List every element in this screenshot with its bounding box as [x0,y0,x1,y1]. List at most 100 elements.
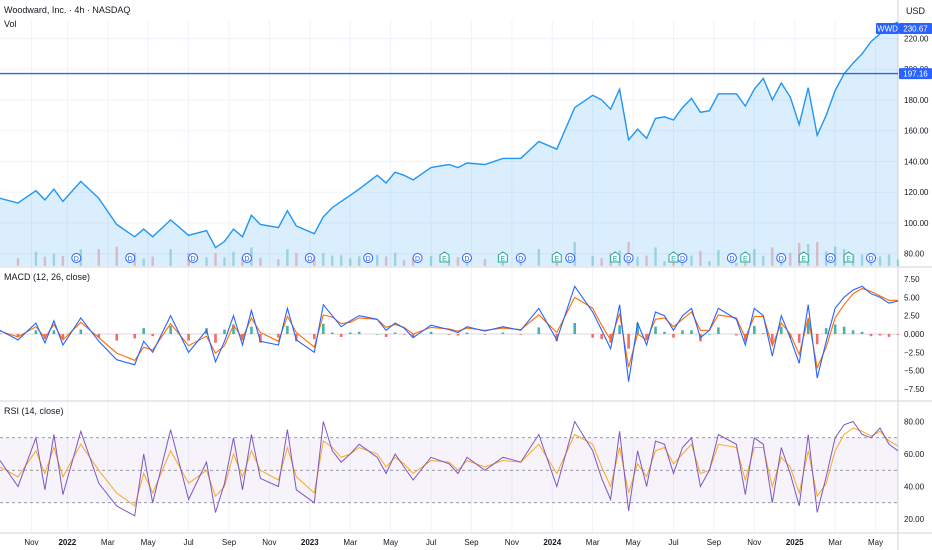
volume-bar [402,260,406,266]
macd-histogram-bar [708,334,711,335]
macd-histogram-bar [34,330,38,334]
event-markers: D D D D D D D D D D D D D D D DE E E E E E E E [71,251,877,263]
macd-histogram-bar [133,334,136,339]
dividend-marker-glyph: D [128,256,133,263]
dividend-marker-circle [304,253,315,263]
dividend-marker-circle [412,253,423,263]
earnings-marker-shape [740,251,751,263]
earnings-marker-shape [610,251,621,263]
dividend-marker-glyph: D [74,256,79,263]
price-scale[interactable]: 80.00100.00120.00140.00160.00180.00200.0… [904,34,929,524]
time-scale[interactable]: Nov 2022 Mar May Jul Sep Nov 2023 Mar May Jul Sep No… [24,538,883,547]
time-tick-label: 2023 [301,538,319,547]
volume-bar [645,255,648,266]
volume-bar [429,255,433,266]
volume-bar [61,255,65,266]
dividend-marker-icon: D [677,253,688,263]
macd-histogram-bar [277,334,280,338]
volume-bar [241,257,244,266]
time-tick-label: Nov [747,538,761,547]
price-pane: D D D D D D D D D D D D D D D DE E E E E E E E [0,21,900,266]
time-tick-label: Jul [426,538,436,547]
time-tick-label: Sep [222,538,237,547]
macd-histogram-bar [851,330,855,334]
dividend-marker-icon: D [304,253,315,263]
macd-histogram-bar [429,331,433,334]
earnings-marker-icon: E [610,251,621,263]
volume-bar [286,249,289,266]
volume-bar [591,255,594,266]
macd-histogram-bar [627,334,630,349]
volume-bar [358,256,361,266]
volume-bar [753,249,756,266]
macd-histogram-bar [313,334,316,340]
macd-histogram-bar [169,325,172,334]
volume-bar [519,261,523,266]
volume-bar [447,259,451,266]
macd-pane [0,285,900,382]
macd-histogram [0,320,900,349]
earnings-marker-glyph: E [846,256,851,263]
macd-histogram-bar [753,325,756,334]
macd-histogram-bar [447,334,451,335]
volume-bar [223,257,226,266]
macd-histogram-bar [815,334,819,345]
rsi-legend: RSI (14, close) [4,406,64,416]
macd-histogram-bar [555,334,559,342]
dividend-marker-glyph: D [415,256,420,263]
volume-label: Vol [4,19,17,29]
price-tick-label: 80.00 [904,250,925,259]
volume-bar [115,246,118,266]
macd-histogram-bar [519,334,523,335]
macd-histogram-bar [375,334,379,335]
dividend-marker-circle [188,253,199,263]
volume-bar [663,261,666,266]
volume-bar [97,249,100,266]
volume-bar [34,251,38,266]
price-tick-label: 140.00 [904,157,929,166]
rsi-tick-label: 80.00 [904,418,925,427]
earnings-marker-icon: E [497,251,508,263]
dividend-marker-icon: D [125,253,136,263]
macd-histogram-bar [537,327,541,334]
time-tick-label: Mar [828,538,842,547]
volume-bar [142,258,145,266]
volume-bar [375,254,379,266]
time-tick-label: 2024 [543,538,561,547]
earnings-marker-shape [843,251,854,263]
macd-histogram-bar [456,334,460,336]
volume-bar [52,253,56,266]
time-tick-label: Mar [586,538,600,547]
volume-bar [815,242,819,266]
volume-bar [699,250,702,266]
macd-tick-label: 5.00 [904,293,920,302]
macd-histogram-bar [645,334,648,340]
price-area-fill [0,22,898,266]
earnings-marker-glyph: E [501,256,506,263]
chart-title: Woodward, Inc. · 4h · NASDAQ [4,5,130,15]
volume-bar [340,255,343,266]
time-tick-label: 2022 [58,538,76,547]
macd-histogram-bar [115,334,119,341]
volume-bar [259,257,262,266]
dividend-marker-glyph: D [518,256,523,263]
macd-legend: MACD (12, 26, close) [4,272,90,282]
macd-histogram-bar [402,334,406,335]
macd-histogram-bar [869,334,873,337]
time-tick-label: 2025 [786,538,804,547]
dividend-marker-circle [515,253,526,263]
macd-histogram-bar [833,324,837,334]
macd-histogram-bar [501,332,505,334]
macd-tick-label: −5.00 [904,367,925,376]
macd-histogram-bar [896,334,900,335]
volume-bar [151,256,154,266]
macd-histogram-bar [52,330,56,334]
time-tick-label: Nov [24,538,38,547]
earnings-marker-icon: E [843,251,854,263]
dividend-marker-circle [866,253,877,263]
dividend-marker-glyph: D [828,256,833,263]
dividend-marker-circle [726,253,737,263]
earnings-marker-icon: E [551,251,562,263]
earnings-marker-icon: E [740,251,751,263]
earnings-marker-shape [439,251,450,263]
